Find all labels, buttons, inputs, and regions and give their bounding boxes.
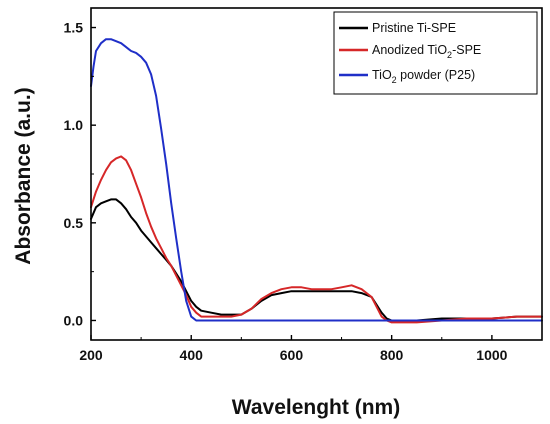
tick-labels-layer: 200 400 600 800 1000 0.0 0.5 1.0 1.5 [64, 20, 508, 363]
x-tick-label-3: 800 [380, 347, 404, 363]
legend-label-p25: TiO2 powder (P25) [372, 68, 475, 85]
legend: Pristine Ti-SPE Anodized TiO2-SPE TiO2 p… [333, 11, 538, 95]
y-tick-label-2: 1.0 [64, 117, 84, 133]
legend-label-pristine: Pristine Ti-SPE [372, 21, 456, 35]
legend-label-p25-tail: powder (P25) [397, 68, 476, 82]
legend-label-anodized: Anodized TiO2-SPE [372, 43, 481, 60]
y-tick-label-1: 0.5 [64, 215, 84, 231]
legend-label-p25-sub: 2 [392, 75, 397, 85]
legend-label-anodized-tail: -SPE [452, 43, 481, 57]
x-tick-label-4: 1000 [476, 347, 507, 363]
x-tick-label-1: 400 [180, 347, 204, 363]
legend-label-p25-main: TiO [372, 68, 392, 82]
legend-label-anodized-main: Anodized TiO [372, 43, 447, 57]
legend-label-anodized-sub: 2 [447, 50, 452, 60]
y-axis-title: Absorbance (a.u.) [12, 87, 35, 264]
y-tick-label-3: 1.5 [64, 20, 84, 36]
series-line-2 [90, 38, 543, 322]
x-tick-label-2: 600 [280, 347, 304, 363]
y-tick-label-0: 0.0 [64, 312, 84, 328]
series-layer [90, 38, 543, 324]
series-line-0 [90, 198, 543, 322]
x-tick-label-0: 200 [79, 347, 103, 363]
ticks-layer [90, 26, 493, 340]
series-line-1 [90, 155, 543, 324]
legend-box [333, 11, 538, 95]
x-axis-title: Wavelenght (nm) [232, 396, 400, 419]
